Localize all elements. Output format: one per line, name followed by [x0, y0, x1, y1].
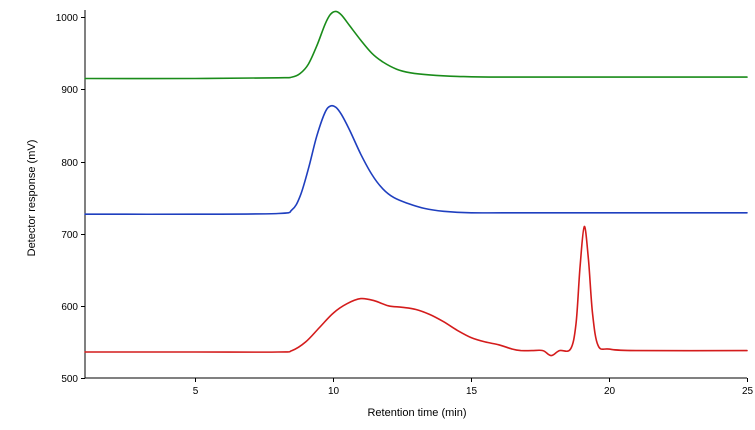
- x-tick-label: 15: [466, 386, 478, 397]
- y-tick-label: 700: [61, 230, 78, 241]
- tick-marks: [81, 17, 748, 382]
- x-tick-label: 10: [328, 386, 340, 397]
- x-tick-label: 20: [604, 386, 616, 397]
- y-tick-label: 800: [61, 158, 78, 169]
- tick-labels: 500 600 700 800 900 1000 5 10 15 20 25: [56, 13, 754, 397]
- x-axis-title: Retention time (min): [367, 407, 466, 419]
- y-tick-label: 900: [61, 85, 78, 96]
- axes: [84, 10, 747, 379]
- series-line-blue: [84, 104, 748, 216]
- y-axis-title: Detector response (mV): [26, 140, 38, 257]
- y-tick-label: 600: [61, 302, 78, 313]
- x-tick-label: 5: [193, 386, 199, 397]
- y-tick-label: 500: [61, 374, 78, 385]
- y-tick-label: 1000: [56, 13, 79, 24]
- series-layer: [84, 10, 748, 357]
- x-tick-label: 25: [742, 386, 754, 397]
- series-line-red: [84, 225, 748, 357]
- series-line-green: [84, 10, 748, 80]
